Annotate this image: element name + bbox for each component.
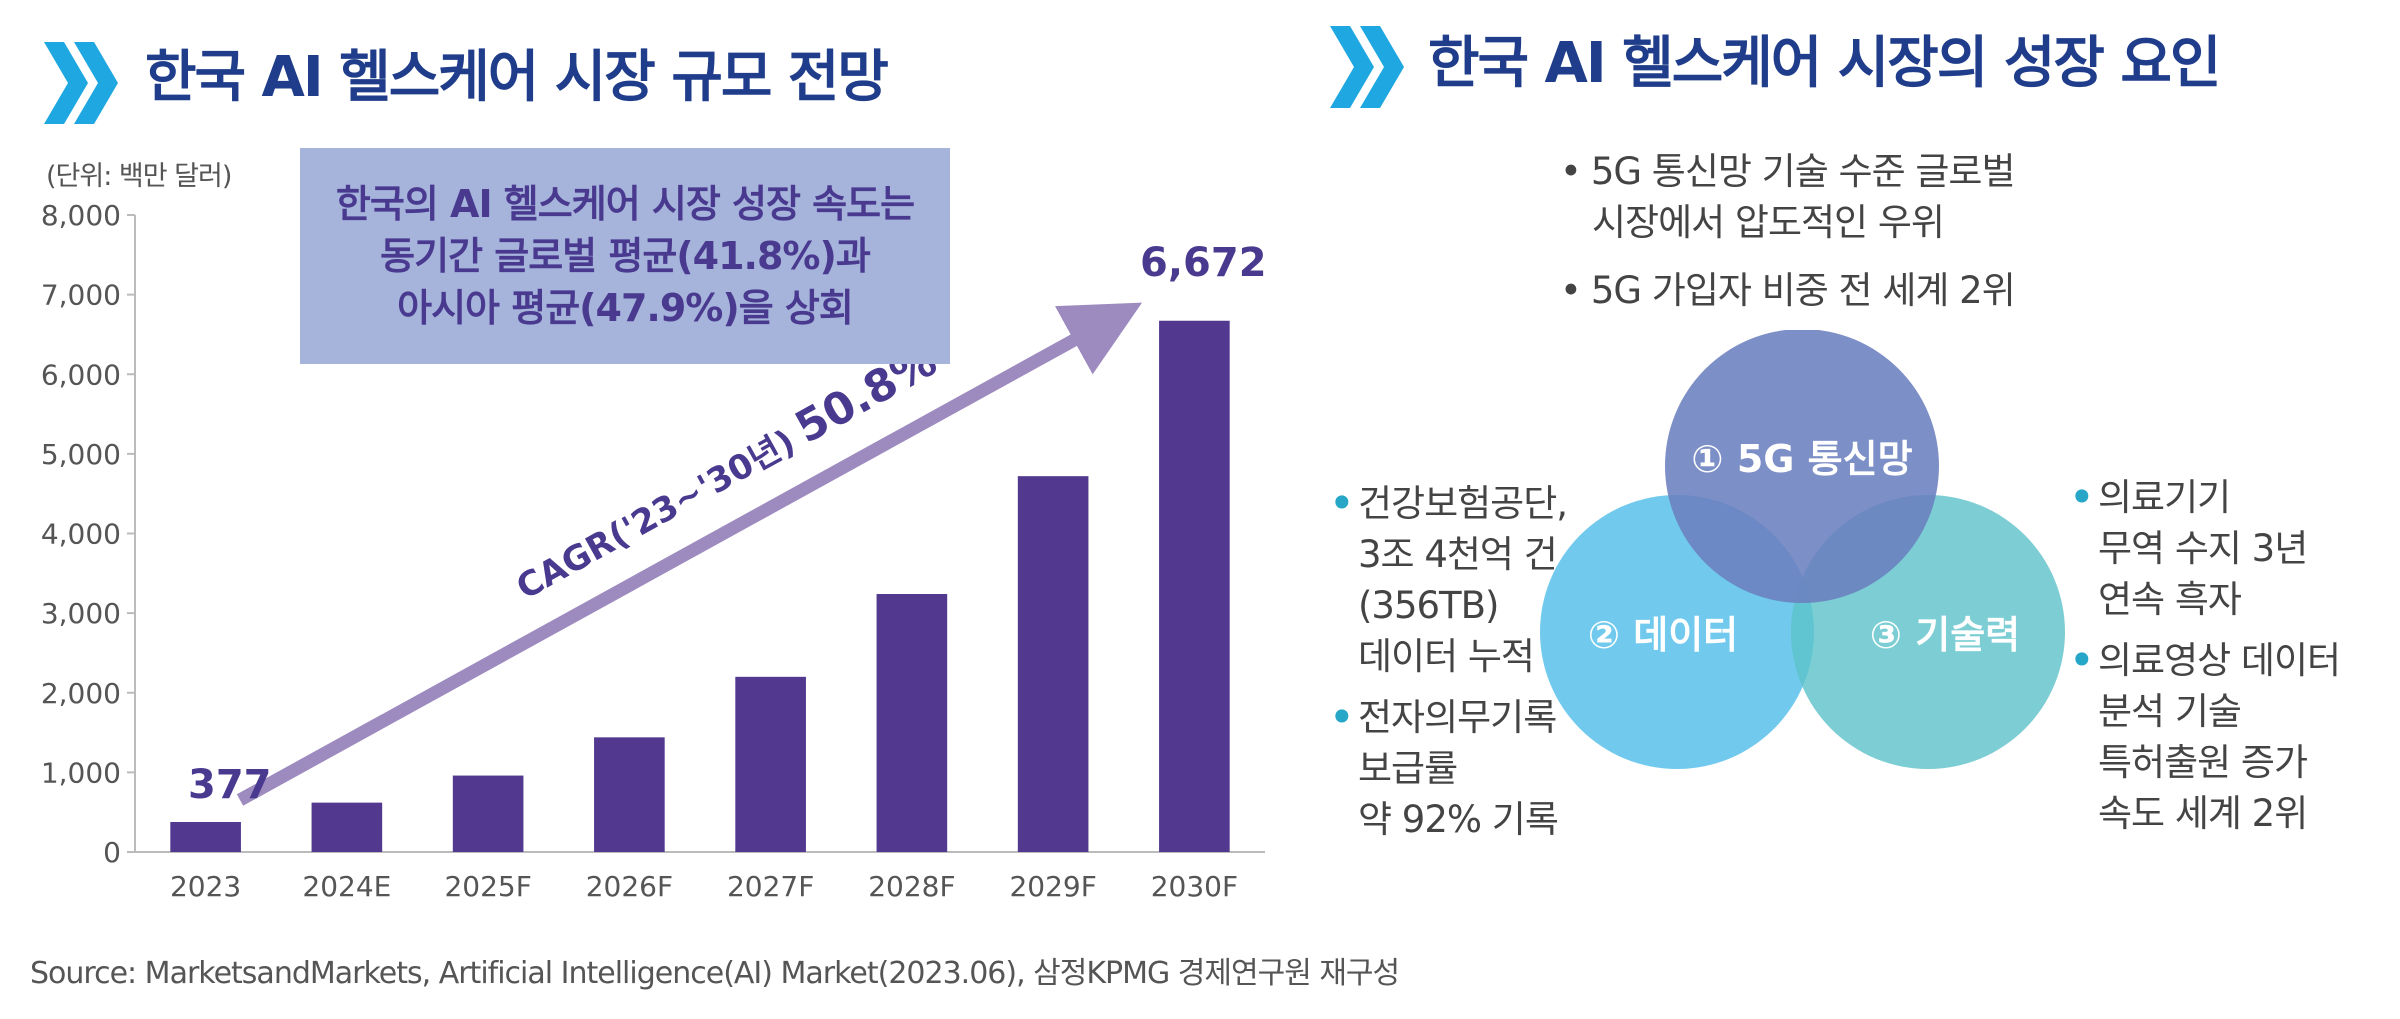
cagr-label: CAGR('23~'30년)50.8% (506, 335, 946, 610)
callout-line-1: 한국의 AI 헬스케어 시장 성장 속도는 (335, 182, 915, 226)
left-bullet-2-line-3: 약 92% 기록 (1358, 798, 1559, 841)
x-tick-label: 2023 (170, 870, 241, 903)
bar-2027F (735, 676, 806, 852)
venn-label-tech: ③ 기술력 (1870, 613, 2020, 657)
x-tick-label: 2029F (1009, 870, 1096, 903)
right-bullet-1: • 의료기기 무역 수지 3년 연속 흑자 (2070, 472, 2340, 625)
left-bullet-1: • 건강보험공단, 3조 4천억 건 (356TB) 데이터 누적 (1330, 478, 1568, 682)
bar-2026F (594, 737, 665, 852)
right-bullet-2-line-2: 분석 기술 (2098, 690, 2242, 733)
bar-chart: 0 1,000 2,000 3,000 4,000 5,000 6,000 7,000 8,00… (41, 199, 1267, 903)
right-bullet-2-line-1: 의료영상 데이터 (2098, 639, 2341, 682)
right-bullet-2: • 의료영상 데이터 분석 기술 특허출원 증가 속도 세계 2위 (2070, 635, 2341, 839)
left-title-chevron-icon (44, 42, 118, 124)
bar-2030F (1159, 320, 1230, 852)
right-bullet-1-line-2: 무역 수지 3년 (2098, 527, 2308, 570)
y-tick-label: 6,000 (41, 358, 121, 391)
bar-2028F (876, 594, 948, 852)
x-tick-label: 2024E (302, 870, 391, 903)
top-bullet-2-line-1: 5G 가입자 비중 전 세계 2위 (1590, 269, 2016, 312)
bar-2029F (1017, 476, 1089, 852)
last-value-label: 6,672 (1140, 240, 1267, 286)
right-title: 한국 AI 헬스케어 시장의 성장 요인 (1428, 31, 2221, 96)
y-tick-label: 0 (103, 836, 121, 869)
top-bullet-1-line-1: 5G 통신망 기술 수준 글로벌 (1590, 150, 2016, 193)
y-tick-label: 2,000 (41, 677, 121, 710)
left-bullet-2-line-2: 보급률 (1358, 747, 1458, 790)
top-bullet-1: • 5G 통신망 기술 수준 글로벌 시장에서 압도적인 우위 (1560, 150, 2016, 244)
callout-box: 한국의 AI 헬스케어 시장 성장 속도는 동기간 글로벌 평균(41.8%)과… (300, 148, 950, 364)
right-title-chevron-icon (1330, 26, 1404, 108)
left-bullet-1-line-4: 데이터 누적 (1358, 635, 1535, 678)
bar-2025F (452, 775, 524, 852)
x-tick-label: 2028F (868, 870, 955, 903)
bar-2023 (170, 821, 241, 852)
x-tick-label: 2026F (586, 870, 673, 903)
left-bullet-1-line-2: 3조 4천억 건 (1358, 533, 1558, 576)
right-bullet-2-line-4: 속도 세계 2위 (2098, 792, 2308, 835)
y-tick-label: 3,000 (41, 597, 121, 630)
left-bullet-1-line-1: 건강보험공단, (1358, 482, 1568, 525)
bar-2024E (311, 802, 383, 852)
left-bullet-1-line-3: (356TB) (1358, 584, 1499, 627)
y-tick-label: 4,000 (41, 518, 121, 551)
right-bullet-2-line-3: 특허출원 증가 (2098, 741, 2308, 784)
y-tick-label: 1,000 (41, 756, 121, 789)
venn-label-5g: ① 5G 통신망 (1691, 437, 1912, 481)
unit-label: (단위: 백만 달러) (46, 161, 232, 192)
right-bullet-1-line-1: 의료기기 (2098, 476, 2231, 519)
callout-line-3: 아시아 평균(47.9%)을 상회 (397, 286, 854, 330)
cagr-arrow (236, 302, 1143, 806)
top-bullet-1-line-2: 시장에서 압도적인 우위 (1592, 201, 1945, 244)
y-tick-label: 5,000 (41, 438, 121, 471)
callout-line-2: 동기간 글로벌 평균(41.8%)과 (380, 234, 871, 278)
x-tick-label: 2030F (1151, 870, 1238, 903)
y-tick-label: 8,000 (41, 199, 121, 232)
venn-circle-5g (1665, 330, 1939, 603)
left-bullet-2-line-1: 전자의무기록 (1358, 696, 1557, 739)
x-tick-label: 2025F (444, 870, 531, 903)
left-bullet-list: • 건강보험공단, 3조 4천억 건 (356TB) 데이터 누적 • 전자의무… (1330, 478, 1568, 855)
y-tick-label: 7,000 (41, 279, 121, 312)
right-bullet-list: • 의료기기 무역 수지 3년 연속 흑자 • 의료영상 데이터 분석 기술 특… (2070, 472, 2341, 849)
venn-diagram: ① 5G 통신망 ② 데이터 ③ 기술력 (1540, 330, 2065, 769)
venn-label-data: ② 데이터 (1588, 613, 1738, 657)
source-note: Source: MarketsandMarkets, Artificial In… (30, 956, 1400, 991)
x-tick-label: 2027F (727, 870, 814, 903)
right-bullet-1-line-3: 연속 흑자 (2098, 578, 2242, 621)
left-title: 한국 AI 헬스케어 시장 규모 전망 (145, 45, 889, 110)
first-value-label: 377 (188, 762, 272, 808)
top-bullet-2: • 5G 가입자 비중 전 세계 2위 (1560, 269, 2016, 312)
left-bullet-2: • 전자의무기록 보급률 약 92% 기록 (1330, 692, 1567, 845)
